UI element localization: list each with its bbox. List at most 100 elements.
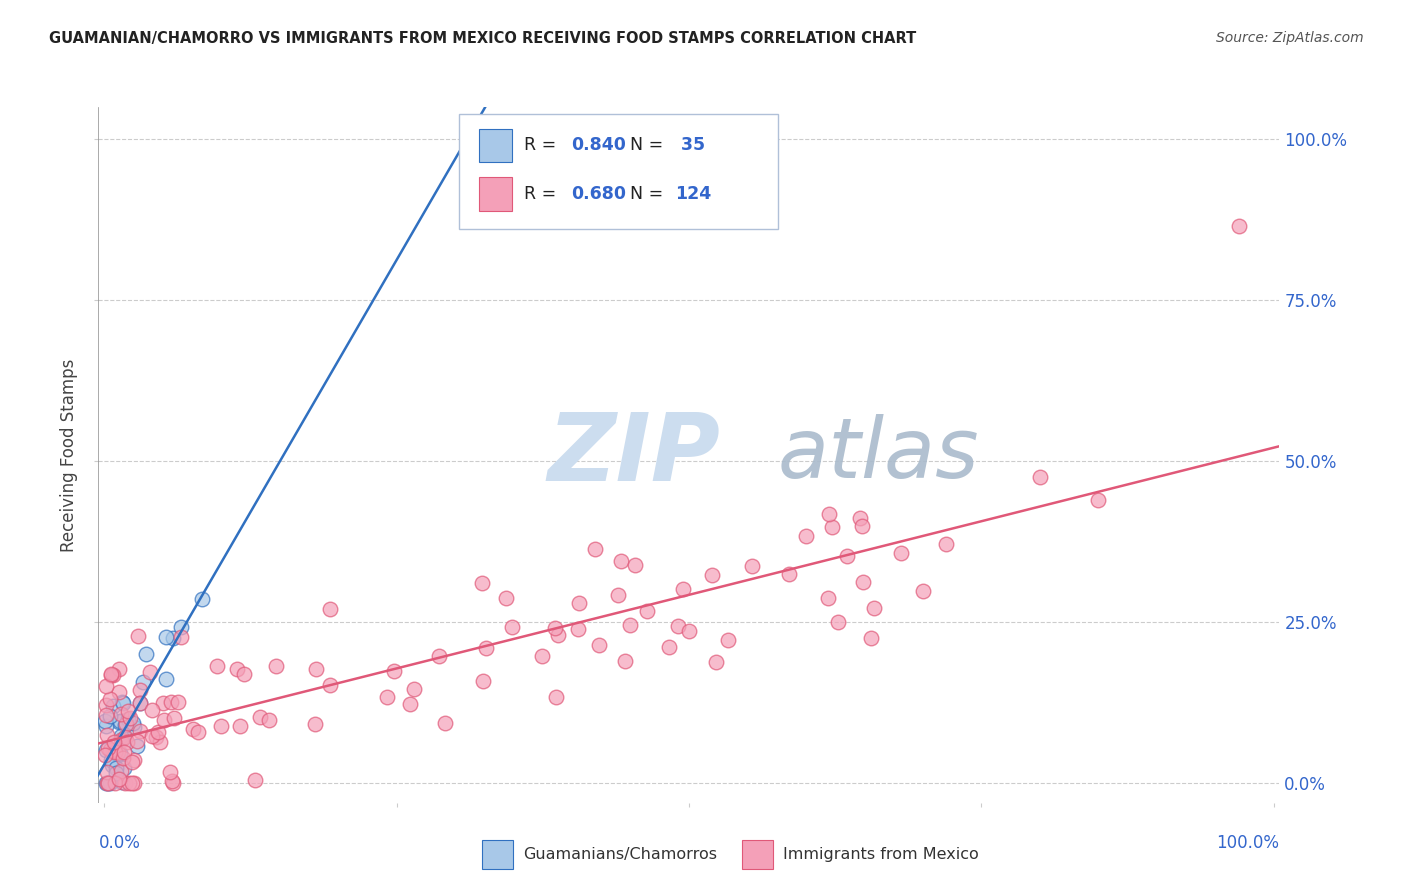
Point [427,648,450,663]
Point [108,715,131,730]
Point [114,730,136,744]
Point [382,664,405,678]
Point [860,631,883,645]
Point [114,776,136,790]
Point [170,619,193,633]
Point [1029,469,1052,483]
Point [702,567,724,582]
Point [108,772,131,786]
Point [475,640,498,655]
Point [717,632,740,647]
Point [141,729,163,743]
Point [567,623,589,637]
FancyBboxPatch shape [478,128,512,162]
Point [127,739,149,753]
Point [319,678,342,692]
Point [162,776,184,790]
Point [107,745,129,759]
Point [398,697,420,711]
Point [117,776,139,790]
Point [160,695,183,709]
Point [613,654,636,668]
Point [125,734,148,748]
Point [96,728,118,742]
Point [229,718,252,732]
Point [264,659,287,673]
Point [181,722,204,736]
Text: N =: N = [630,185,669,203]
Point [495,591,517,606]
Point [155,630,177,644]
Point [121,715,143,730]
Text: R =: R = [523,185,561,203]
Point [94,719,117,733]
Point [304,717,326,731]
Point [666,618,689,632]
Point [704,655,727,669]
Point [226,662,249,676]
Point [501,620,523,634]
Point [170,630,193,644]
Point [794,529,817,543]
Point [849,511,872,525]
Point [96,765,118,780]
Point [257,713,280,727]
Point [672,582,695,597]
Point [105,747,128,761]
Text: 0.0%: 0.0% [98,834,141,852]
Point [610,554,633,568]
Point [433,716,456,731]
Text: 35: 35 [675,136,704,154]
Point [890,546,912,560]
Point [232,667,254,681]
Point [166,695,188,709]
Point [471,674,494,689]
Point [117,704,139,718]
Point [110,733,132,747]
Text: R =: R = [523,136,561,154]
Point [544,690,567,704]
Point [827,615,849,630]
Text: atlas: atlas [778,415,979,495]
Text: GUAMANIAN/CHAMORRO VS IMMIGRANTS FROM MEXICO RECEIVING FOOD STAMPS CORRELATION C: GUAMANIAN/CHAMORRO VS IMMIGRANTS FROM ME… [49,31,917,46]
Point [139,665,162,679]
Point [588,639,610,653]
Point [110,764,132,779]
Point [96,776,118,790]
Point [122,752,145,766]
Point [145,731,167,745]
Point [122,776,145,790]
Point [129,697,152,711]
Point [104,745,127,759]
Point [249,710,271,724]
Point [163,711,186,725]
Point [96,776,118,790]
Point [159,764,181,779]
Point [98,743,121,757]
Text: 124: 124 [675,185,711,203]
Point [544,621,567,635]
FancyBboxPatch shape [742,839,773,869]
Point [160,773,183,788]
Point [658,640,681,655]
Point [100,753,122,767]
Point [121,776,143,790]
Point [471,576,494,591]
Point [146,724,169,739]
Point [209,719,232,733]
Point [375,690,398,704]
Point [110,729,132,743]
Point [817,591,839,605]
Point [94,747,117,762]
Point [117,712,139,726]
Point [121,756,143,770]
Point [117,735,139,749]
Point [97,776,120,790]
Point [187,724,209,739]
Point [105,762,128,776]
Point [530,649,553,664]
Point [155,672,177,686]
Text: Source: ZipAtlas.com: Source: ZipAtlas.com [1216,31,1364,45]
Point [624,558,647,572]
Point [135,647,157,661]
